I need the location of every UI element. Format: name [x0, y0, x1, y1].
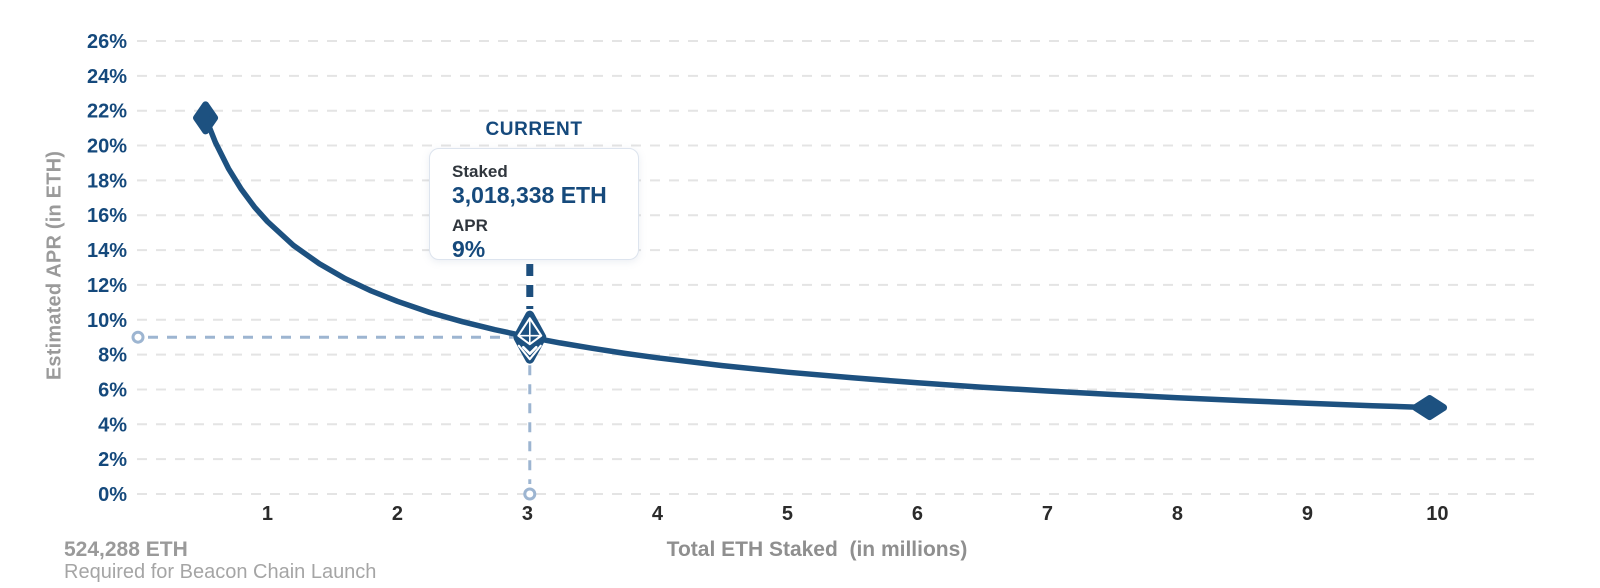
tooltip-staked-label: Staked: [452, 162, 508, 181]
y-tick-label: 14%: [87, 240, 127, 262]
beacon-chain-footnote: 524,288 ETH Required for Beacon Chain La…: [64, 539, 376, 582]
y-tick-label: 2%: [98, 449, 127, 471]
x-axis-title: Total ETH Staked (in millions): [666, 538, 968, 561]
y-tick-label: 26%: [87, 31, 127, 53]
y-tick-label: 8%: [98, 345, 127, 367]
x-tick-label: 3: [522, 503, 533, 525]
y-tick-label: 12%: [87, 275, 127, 297]
tooltip-divider: [452, 209, 628, 216]
y-tick-label: 0%: [98, 484, 127, 506]
y-tick-label: 18%: [87, 170, 127, 192]
y-tick-label: 10%: [87, 310, 127, 332]
footnote-eth-value: 524,288 ETH: [64, 538, 188, 561]
x-tick-label: 9: [1302, 503, 1313, 525]
x-tick-label: 7: [1042, 503, 1053, 525]
y-tick-label: 4%: [98, 414, 127, 436]
x-tick-label: 6: [912, 503, 923, 525]
y-axis-guide-circle: [131, 330, 145, 344]
tooltip-staked-value: 3,018,338 ETH: [452, 181, 607, 208]
x-tick-label: 1: [262, 503, 273, 525]
current-tooltip[interactable]: Staked 3,018,338 ETH APR 9%: [429, 148, 639, 262]
tooltip-apr-value: 9%: [452, 235, 486, 262]
y-axis-title: Estimated APR (in ETH): [43, 150, 66, 381]
x-tick-label: 2: [392, 503, 403, 525]
curve-endpoint-marker: [1412, 395, 1448, 421]
x-tick-label: 8: [1172, 503, 1183, 525]
y-tick-label: 6%: [98, 379, 127, 401]
tooltip-apr-label: APR: [452, 216, 488, 236]
apr-curve: [202, 115, 1433, 411]
y-tick-label: 20%: [87, 136, 127, 158]
y-tick-label: 22%: [87, 101, 127, 123]
footnote-caption: Required for Beacon Chain Launch: [64, 561, 377, 583]
eth-glyph-chevron-outer: [517, 344, 542, 361]
x-tick-label: 5: [782, 503, 793, 525]
x-tick-label: 4: [652, 503, 664, 525]
current-label: CURRENT: [485, 119, 583, 140]
x-axis-guide-circle: [523, 487, 537, 501]
y-tick-label: 16%: [87, 205, 127, 227]
curve-endpoint-marker: [193, 101, 219, 135]
y-tick-label: 24%: [87, 66, 127, 88]
x-tick-label: 10: [1426, 503, 1448, 525]
eth-glyph-chevron-inner: [521, 345, 538, 355]
